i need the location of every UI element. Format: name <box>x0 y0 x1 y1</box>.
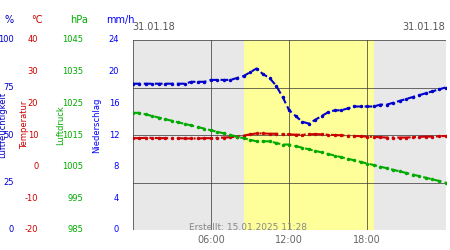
Text: 4: 4 <box>114 194 119 203</box>
Text: 50: 50 <box>3 130 14 140</box>
Text: 31.01.18: 31.01.18 <box>133 22 176 32</box>
Text: 30: 30 <box>27 67 38 76</box>
Text: 985: 985 <box>68 226 83 234</box>
Text: 16: 16 <box>108 99 119 108</box>
Text: 12: 12 <box>109 130 119 140</box>
Text: 20: 20 <box>28 99 38 108</box>
Text: Luftfeuchtigkeit: Luftfeuchtigkeit <box>0 92 7 158</box>
Text: 25: 25 <box>3 178 14 187</box>
Text: 75: 75 <box>3 83 14 92</box>
Text: 8: 8 <box>114 162 119 171</box>
Text: 24: 24 <box>109 36 119 44</box>
Text: mm/h: mm/h <box>106 15 134 25</box>
Text: 1005: 1005 <box>62 162 83 171</box>
Text: Temperatur: Temperatur <box>20 101 29 149</box>
Text: 100: 100 <box>0 36 14 44</box>
Text: Luftdruck: Luftdruck <box>56 105 65 145</box>
Bar <box>243 40 374 230</box>
Text: 0: 0 <box>114 226 119 234</box>
Text: 995: 995 <box>68 194 83 203</box>
Text: 1025: 1025 <box>62 99 83 108</box>
Text: Niederschlag: Niederschlag <box>92 97 101 153</box>
Text: 1015: 1015 <box>62 130 83 140</box>
Text: %: % <box>4 15 13 25</box>
Text: 1035: 1035 <box>62 67 83 76</box>
Text: 0: 0 <box>33 162 38 171</box>
Text: -20: -20 <box>25 226 38 234</box>
Text: -10: -10 <box>25 194 38 203</box>
Text: 1045: 1045 <box>62 36 83 44</box>
Text: 40: 40 <box>28 36 38 44</box>
Text: °C: °C <box>32 15 43 25</box>
Text: 0: 0 <box>8 226 14 234</box>
Text: Erstellt: 15.01.2025 11:28: Erstellt: 15.01.2025 11:28 <box>189 224 306 232</box>
Text: hPa: hPa <box>70 15 88 25</box>
Text: 20: 20 <box>109 67 119 76</box>
Text: 10: 10 <box>28 130 38 140</box>
Text: 31.01.18: 31.01.18 <box>403 22 446 32</box>
